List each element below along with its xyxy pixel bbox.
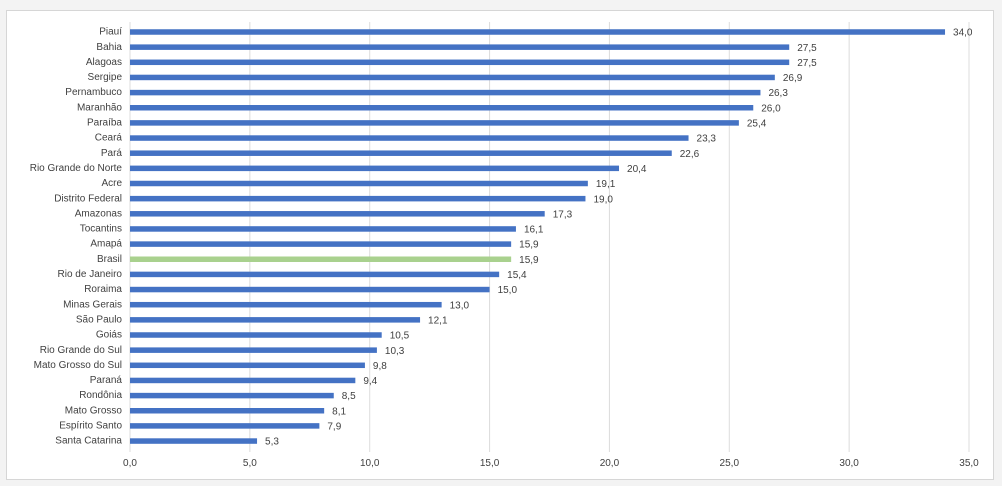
bar — [130, 59, 790, 66]
bar — [130, 195, 586, 202]
x-tick-label: 15,0 — [480, 458, 500, 469]
category-label: Distrito Federal — [54, 193, 122, 204]
bar — [130, 256, 512, 262]
bar — [130, 377, 356, 384]
bar — [130, 89, 761, 96]
x-tick-label: 20,0 — [600, 458, 620, 469]
category-label: Tocantins — [80, 224, 122, 235]
data-label: 8,5 — [342, 391, 356, 402]
data-label: 9,4 — [363, 376, 377, 387]
x-tick-label: 30,0 — [839, 458, 859, 469]
data-label: 8,1 — [332, 406, 346, 417]
data-label: 20,4 — [627, 164, 647, 175]
bar — [130, 241, 512, 247]
category-label: Acre — [101, 178, 122, 189]
x-tick-label: 35,0 — [959, 458, 979, 469]
category-label: Pará — [101, 148, 123, 159]
data-label: 12,1 — [428, 315, 448, 326]
x-tick-label: 25,0 — [720, 458, 740, 469]
category-label: Mato Grosso do Sul — [34, 360, 122, 371]
x-tick-label: 10,0 — [360, 458, 380, 469]
bar — [130, 105, 754, 111]
data-label: 27,5 — [797, 58, 817, 69]
bar — [130, 150, 672, 156]
category-label: Amapá — [90, 239, 122, 250]
category-label: Pernambuco — [65, 87, 122, 98]
data-label: 15,0 — [498, 285, 518, 296]
bar — [130, 211, 545, 217]
category-label: Brasil — [97, 254, 122, 265]
bar — [130, 408, 325, 414]
x-tick-label: 0,0 — [123, 458, 137, 469]
category-label: São Paulo — [76, 314, 123, 325]
bar — [130, 317, 421, 323]
category-label: Rio Grande do Sul — [40, 345, 122, 356]
data-label: 15,4 — [507, 270, 527, 281]
bar — [130, 120, 739, 126]
bar — [130, 135, 689, 141]
category-label: Mato Grosso — [65, 405, 123, 416]
category-label: Roraima — [84, 284, 122, 295]
data-label: 26,0 — [761, 103, 781, 114]
category-label: Amazonas — [75, 208, 122, 219]
category-label: Ceará — [95, 133, 123, 144]
bar — [130, 180, 588, 187]
bar — [130, 286, 490, 293]
data-label: 22,6 — [680, 149, 700, 160]
data-label: 7,9 — [327, 422, 341, 433]
category-label: Santa Catarina — [55, 436, 122, 447]
data-label: 25,4 — [747, 119, 767, 130]
data-label: 27,5 — [797, 43, 817, 54]
bar — [130, 226, 516, 232]
category-label: Sergipe — [88, 72, 123, 83]
category-label: Espírito Santo — [59, 421, 122, 432]
category-label: Minas Gerais — [63, 299, 122, 310]
data-label: 15,9 — [519, 255, 539, 266]
category-label: Rio Grande do Norte — [30, 163, 123, 174]
category-label: Goiás — [96, 330, 122, 341]
category-label: Rio de Janeiro — [58, 269, 123, 280]
bar — [130, 165, 620, 172]
bar — [130, 347, 377, 353]
data-label: 16,1 — [524, 225, 544, 236]
category-label: Rondônia — [79, 390, 122, 401]
data-label: 17,3 — [553, 209, 573, 220]
bar — [130, 74, 775, 81]
data-label: 19,1 — [596, 179, 616, 190]
data-label: 9,8 — [373, 361, 387, 372]
bar — [130, 362, 365, 369]
data-label: 26,9 — [783, 73, 803, 84]
bar — [130, 271, 500, 278]
bar — [130, 301, 442, 308]
data-label: 10,5 — [390, 331, 410, 342]
data-label: 34,0 — [953, 28, 973, 39]
data-label: 13,0 — [450, 300, 470, 311]
category-label: Bahia — [96, 42, 122, 53]
category-label: Paraíba — [87, 118, 122, 129]
bar — [130, 332, 382, 338]
category-label: Piauí — [99, 27, 122, 38]
bar — [130, 44, 790, 50]
category-label: Alagoas — [86, 57, 122, 68]
category-label: Maranhão — [77, 102, 122, 113]
data-label: 23,3 — [697, 134, 717, 145]
data-label: 10,3 — [385, 346, 405, 357]
category-label: Paraná — [90, 375, 123, 386]
data-label: 19,0 — [593, 194, 613, 205]
x-tick-label: 5,0 — [243, 458, 257, 469]
bar — [130, 423, 320, 429]
bar — [130, 438, 258, 444]
bar — [130, 29, 946, 35]
data-label: 5,3 — [265, 437, 279, 448]
data-label: 26,3 — [768, 88, 788, 99]
bar — [130, 392, 334, 399]
data-label: 15,9 — [519, 240, 539, 251]
